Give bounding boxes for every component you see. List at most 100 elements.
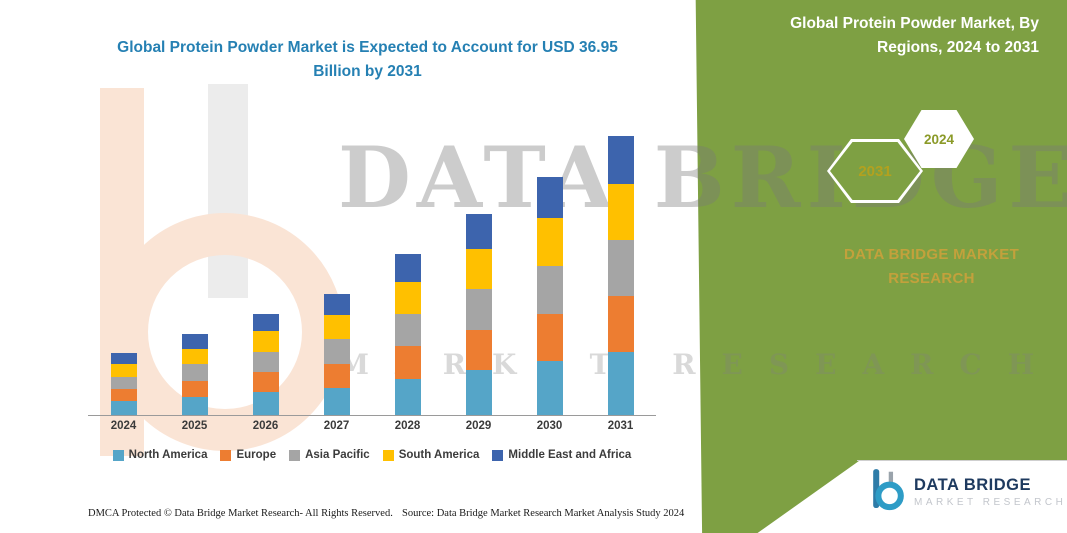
stacked-bar-2026 bbox=[252, 313, 279, 415]
bar-column bbox=[372, 112, 443, 415]
badge-2024-label: 2024 bbox=[923, 131, 955, 147]
stacked-bar-2031 bbox=[607, 136, 634, 415]
bar-segment bbox=[536, 361, 563, 415]
bar-segment bbox=[536, 217, 563, 266]
x-axis-label: 2024 bbox=[110, 420, 137, 432]
x-axis-label: 2031 bbox=[607, 420, 634, 432]
bar-segment bbox=[181, 396, 208, 415]
bar-segment bbox=[536, 313, 563, 362]
x-axis-label: 2028 bbox=[394, 420, 421, 432]
legend-swatch bbox=[492, 449, 504, 461]
bar-segment bbox=[181, 348, 208, 365]
legend-swatch bbox=[220, 449, 232, 461]
hexagon-badge-2031-inner: 2031 bbox=[830, 142, 920, 200]
bar-segment bbox=[110, 353, 137, 365]
bar-segment bbox=[323, 314, 350, 339]
bar-segment bbox=[110, 389, 137, 402]
bar-segment bbox=[323, 387, 350, 415]
legend-item: Europe bbox=[220, 449, 276, 461]
bar-segment bbox=[394, 313, 421, 347]
x-axis-label: 2027 bbox=[323, 420, 350, 432]
source-note: Source: Data Bridge Market Research Mark… bbox=[402, 508, 685, 519]
bar-segment bbox=[323, 363, 350, 388]
bar-segment bbox=[607, 183, 634, 240]
legend-label: Middle East and Africa bbox=[508, 449, 632, 461]
bar-segment bbox=[252, 351, 279, 373]
legend-item: Asia Pacific bbox=[289, 449, 370, 461]
bar-column bbox=[301, 112, 372, 415]
bar-segment bbox=[465, 214, 492, 249]
data-bridge-b-icon bbox=[868, 466, 906, 517]
bar-segment bbox=[465, 248, 492, 289]
bar-segment bbox=[181, 381, 208, 397]
panel-brand-text: DATA BRIDGE MARKET RESEARCH bbox=[843, 246, 1020, 287]
bar-segment bbox=[394, 378, 421, 415]
chart-legend: North America Europe Asia Pacific South Ame… bbox=[88, 449, 656, 461]
logo-divider-line bbox=[857, 460, 1067, 461]
legend-swatch bbox=[289, 449, 301, 461]
bar-segment bbox=[252, 392, 279, 415]
bar-segment bbox=[323, 294, 350, 315]
legend-item: South America bbox=[382, 449, 480, 461]
bar-segment bbox=[607, 136, 634, 184]
bar-segment bbox=[181, 334, 208, 349]
bar-segment bbox=[323, 338, 350, 364]
legend-swatch bbox=[382, 449, 394, 461]
bar-segment bbox=[394, 346, 421, 379]
bar-column bbox=[514, 112, 585, 415]
bar-column bbox=[230, 112, 301, 415]
chart-title: Global Protein Powder Market is Expected… bbox=[117, 39, 618, 81]
bar-segment bbox=[536, 177, 563, 218]
x-axis-label: 2030 bbox=[536, 420, 563, 432]
bar-segment bbox=[252, 313, 279, 332]
bar-column bbox=[88, 112, 159, 415]
legend-label: North America bbox=[128, 449, 208, 461]
dmca-notice: DMCA Protected © Data Bridge Market Rese… bbox=[88, 508, 393, 519]
legend-swatch bbox=[112, 449, 124, 461]
stacked-bar-2024 bbox=[110, 353, 137, 415]
legend-item: Middle East and Africa bbox=[492, 449, 631, 461]
x-axis-labels: 2024 2025 2026 2027 2028 2029 2030 2031 bbox=[88, 420, 656, 432]
bar-segment bbox=[607, 352, 634, 415]
x-axis-label: 2026 bbox=[252, 420, 279, 432]
panel-heading: Global Protein Powder Market, By Regions… bbox=[790, 15, 1039, 57]
plot-area bbox=[88, 112, 656, 416]
bar-segment bbox=[110, 376, 137, 390]
legend-label: South America bbox=[398, 449, 480, 461]
bar-segment bbox=[181, 364, 208, 382]
stacked-bar-2027 bbox=[323, 294, 350, 415]
bar-column bbox=[443, 112, 514, 415]
bar-segment bbox=[465, 369, 492, 415]
stacked-bar-2025 bbox=[181, 334, 208, 415]
bar-segment bbox=[110, 364, 137, 377]
hexagon-badge-2031: 2031 bbox=[827, 139, 923, 203]
bar-segment bbox=[465, 329, 492, 370]
bar-segment bbox=[394, 254, 421, 283]
bar-segment bbox=[252, 331, 279, 352]
stacked-bar-2030 bbox=[536, 177, 563, 415]
bar-column bbox=[159, 112, 230, 415]
logo-texts: DATA BRIDGE MARKET RESEARCH bbox=[914, 476, 1066, 508]
legend-item: North America bbox=[112, 449, 208, 461]
logo-name: DATA BRIDGE bbox=[914, 475, 1032, 494]
x-axis-label: 2025 bbox=[181, 420, 208, 432]
logo-subtitle: MARKET RESEARCH bbox=[914, 496, 1067, 508]
stacked-bar-2028 bbox=[394, 254, 421, 415]
bar-segment bbox=[607, 296, 634, 353]
hexagon-badge-2024: 2024 bbox=[904, 110, 974, 168]
company-logo: DATA BRIDGE MARKET RESEARCH bbox=[868, 466, 1066, 517]
bar-segment bbox=[252, 372, 279, 393]
badge-2031-label: 2031 bbox=[858, 162, 892, 180]
bar-segment bbox=[536, 265, 563, 314]
bar-segment bbox=[394, 282, 421, 314]
bar-segment bbox=[110, 401, 137, 415]
legend-label: Europe bbox=[236, 449, 277, 461]
bar-segment bbox=[465, 288, 492, 330]
stacked-bar-2029 bbox=[465, 214, 492, 415]
legend-label: Asia Pacific bbox=[305, 449, 370, 461]
bar-column bbox=[585, 112, 656, 415]
x-axis-label: 2029 bbox=[465, 420, 492, 432]
bar-segment bbox=[607, 239, 634, 297]
